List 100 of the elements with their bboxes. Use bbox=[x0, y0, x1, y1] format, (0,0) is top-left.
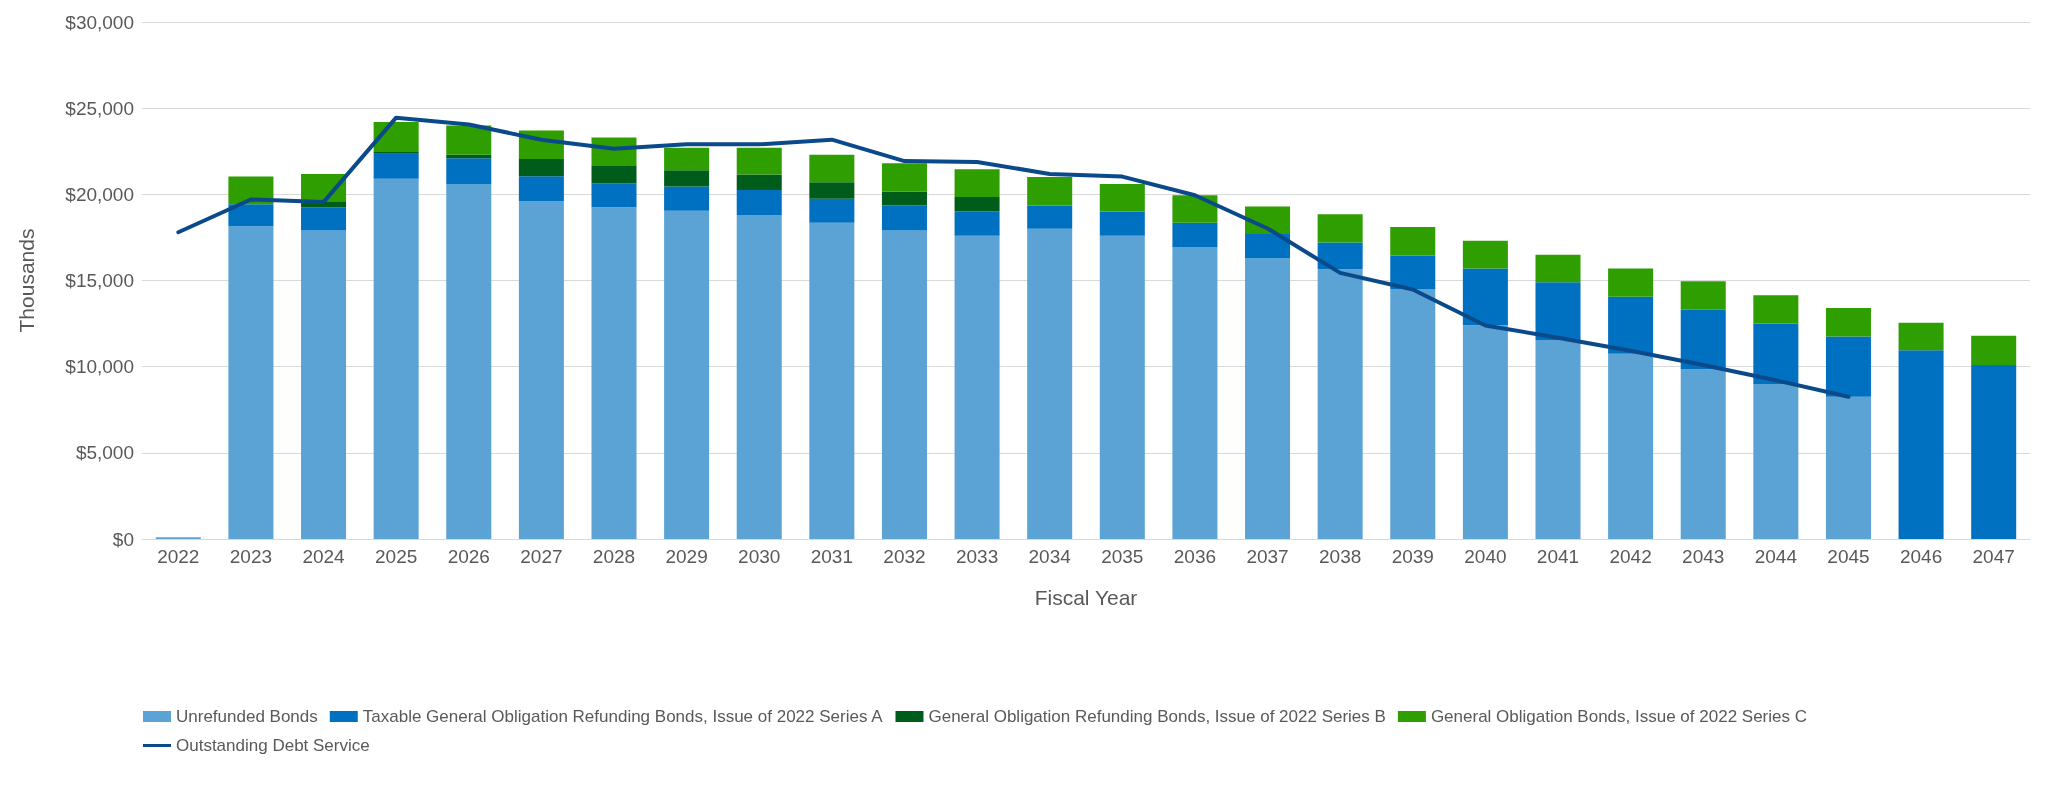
bar bbox=[1535, 339, 1581, 539]
bar bbox=[1245, 233, 1291, 259]
bar bbox=[1390, 255, 1436, 290]
x-tick-label: 2024 bbox=[302, 546, 346, 567]
x-tick-label: 2033 bbox=[955, 546, 999, 567]
bar bbox=[1971, 364, 2017, 539]
bar bbox=[1680, 309, 1726, 370]
bar bbox=[1172, 195, 1218, 223]
legend-label: Outstanding Debt Service bbox=[176, 736, 370, 755]
bar bbox=[736, 215, 782, 539]
x-tick-label: 2030 bbox=[738, 546, 781, 567]
y-axis-title: Thousands bbox=[15, 228, 38, 333]
bar bbox=[1825, 308, 1871, 337]
bar bbox=[1753, 323, 1799, 384]
bar bbox=[1027, 228, 1073, 539]
bar bbox=[1462, 240, 1508, 269]
x-tick-label: 2034 bbox=[1028, 546, 1072, 567]
bar bbox=[1825, 336, 1871, 397]
bar bbox=[1535, 282, 1581, 340]
bar bbox=[373, 121, 419, 152]
bar bbox=[1608, 296, 1654, 354]
x-tick-label: 2047 bbox=[1972, 546, 2015, 567]
x-tick-label: 2036 bbox=[1173, 546, 1217, 567]
bar bbox=[373, 153, 419, 179]
bar bbox=[591, 183, 637, 208]
bar bbox=[1245, 258, 1291, 539]
x-tick-label: 2045 bbox=[1827, 546, 1870, 567]
bar bbox=[591, 207, 637, 539]
x-axis-title: Fiscal Year bbox=[1034, 586, 1138, 609]
bar bbox=[446, 183, 492, 539]
bar bbox=[736, 190, 782, 216]
x-tick-label: 2043 bbox=[1682, 546, 1725, 567]
x-tick-label: 2046 bbox=[1899, 546, 1943, 567]
bar bbox=[1317, 269, 1363, 539]
bar bbox=[664, 210, 710, 539]
legend-label: General Obligation Refunding Bonds, Issue of 2022 Series B bbox=[928, 707, 1386, 726]
bar bbox=[1680, 369, 1726, 539]
x-tick-label: 2025 bbox=[375, 546, 418, 567]
bar bbox=[881, 163, 927, 192]
x-tick-label: 2038 bbox=[1319, 546, 1362, 567]
x-tick-label: 2035 bbox=[1101, 546, 1144, 567]
bar bbox=[1535, 254, 1581, 283]
x-tick-label: 2022 bbox=[157, 546, 200, 567]
y-tick-label: $30,000 bbox=[65, 11, 134, 33]
bar bbox=[664, 170, 710, 187]
bar bbox=[1099, 183, 1145, 212]
bar bbox=[809, 154, 855, 183]
bar bbox=[1462, 268, 1508, 326]
bar bbox=[809, 198, 855, 223]
bar bbox=[591, 165, 637, 184]
bar bbox=[1172, 222, 1218, 247]
x-tick-label: 2039 bbox=[1391, 546, 1434, 567]
bar bbox=[301, 230, 347, 539]
y-tick-label: $25,000 bbox=[65, 97, 134, 119]
bar bbox=[1753, 383, 1799, 539]
x-tick-label: 2040 bbox=[1464, 546, 1507, 567]
bar bbox=[1753, 295, 1799, 324]
bar bbox=[809, 182, 855, 199]
legend-label: Unrefunded Bonds bbox=[176, 707, 318, 726]
bar bbox=[664, 186, 710, 211]
x-tick-label: 2032 bbox=[883, 546, 926, 567]
x-tick-label: 2023 bbox=[229, 546, 273, 567]
y-tick-label: $10,000 bbox=[65, 356, 134, 378]
bar bbox=[881, 205, 927, 231]
bar bbox=[1390, 227, 1436, 256]
legend-label: Taxable General Obligation Refunding Bonds, Issue of 2022 Series A bbox=[362, 707, 884, 726]
bar bbox=[446, 158, 492, 184]
bar bbox=[1825, 396, 1871, 539]
bar bbox=[1099, 235, 1145, 539]
bar bbox=[518, 159, 564, 177]
bar bbox=[1390, 289, 1436, 539]
bar bbox=[228, 204, 274, 227]
bar bbox=[518, 201, 564, 539]
bar bbox=[736, 147, 782, 175]
y-tick-label: $20,000 bbox=[65, 183, 134, 205]
bar bbox=[518, 176, 564, 202]
bar bbox=[1680, 281, 1726, 310]
bar bbox=[809, 222, 855, 539]
bar bbox=[736, 174, 782, 191]
bar bbox=[373, 178, 419, 539]
legend-label: General Obligation Bonds, Issue of 2022 Series C bbox=[1430, 707, 1807, 726]
x-tick-label: 2027 bbox=[520, 546, 563, 567]
y-tick-label: $15,000 bbox=[65, 270, 134, 291]
x-tick-label: 2044 bbox=[1754, 546, 1798, 567]
bar bbox=[1099, 211, 1145, 236]
bar bbox=[446, 125, 492, 155]
bar bbox=[1898, 350, 1944, 539]
x-tick-label: 2026 bbox=[447, 546, 490, 567]
bar bbox=[301, 207, 347, 231]
bar bbox=[1317, 214, 1363, 243]
bar bbox=[954, 169, 1000, 197]
bar bbox=[1462, 325, 1508, 539]
bar bbox=[1971, 335, 2017, 365]
bar bbox=[373, 151, 419, 154]
x-tick-label: 2031 bbox=[810, 546, 853, 567]
x-tick-label: 2028 bbox=[592, 546, 636, 567]
y-tick-label: $5,000 bbox=[75, 442, 134, 464]
bar bbox=[954, 235, 1000, 539]
bar bbox=[1027, 177, 1073, 206]
x-tick-label: 2037 bbox=[1246, 546, 1289, 567]
